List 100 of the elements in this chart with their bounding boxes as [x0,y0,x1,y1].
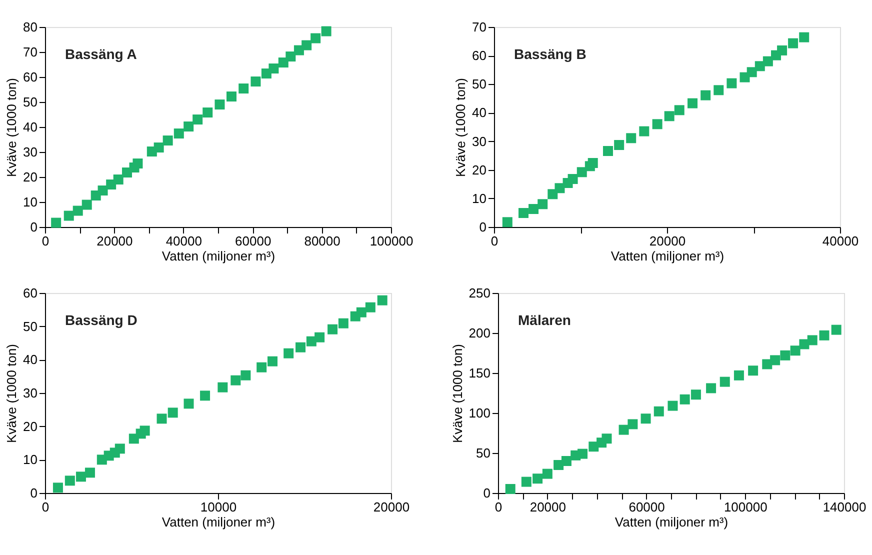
y-tick-label: 150 [468,366,490,380]
point [799,32,810,42]
y-tick-label: 50 [23,318,38,334]
y-tick-label: 50 [23,94,38,110]
x-axis-title: Vatten (miljoner m³) [610,248,724,264]
x-tick-label: 40000 [822,234,859,248]
point [706,383,716,394]
point [296,342,306,352]
x-tick-label: 100000 [370,234,414,248]
x-tick-label: 20000 [530,500,566,514]
point [84,468,95,478]
point [542,468,552,479]
y-tick-label: 80 [23,20,38,34]
point [819,330,830,340]
point [174,128,184,138]
y-tick-label: 60 [472,48,486,64]
point [576,167,587,178]
x-tick-label: 20000 [373,500,410,514]
point [64,476,75,486]
x-tick-label: 60000 [628,500,665,514]
point [156,414,167,424]
x-tick-label: 20000 [649,234,686,248]
point [154,142,164,152]
point [640,414,651,424]
point [256,362,267,372]
point [654,406,664,416]
point [532,474,543,484]
y-tick-label: 30 [23,144,38,160]
point [528,204,539,214]
y-tick-label: 10 [472,190,486,206]
x-tick-label: 40000 [166,234,202,248]
y-tick-label: 20 [23,170,38,184]
point [168,408,178,418]
point [218,382,228,392]
point [762,56,773,66]
point [618,424,629,435]
point [748,366,758,376]
point [184,122,194,132]
y-tick-label: 250 [468,286,490,300]
y-tick-label: 20 [23,418,38,434]
text: Bassäng D [65,312,138,328]
point [140,426,150,436]
point [132,158,143,168]
point [680,394,690,404]
point [365,302,376,312]
point [688,98,698,108]
y-axis-title: Kväve (1000 ton) [4,78,20,178]
point [284,348,294,358]
point [807,335,818,346]
x-tick-label: 0 [494,500,502,514]
y-tick-label: 0 [479,220,486,234]
point [302,40,312,50]
point [554,183,565,194]
x-tick-label: 80000 [304,234,340,248]
text: Mälaren [518,312,571,328]
x-tick-label: 0 [42,234,50,248]
y-tick-label: 40 [23,120,38,134]
point [82,200,92,210]
y-tick-label: 60 [23,70,38,84]
y-tick-label: 10 [23,194,38,210]
point [690,390,701,400]
y-tick-label: 0 [483,486,490,500]
point [799,339,810,350]
y-tick-label: 40 [23,352,38,368]
point [578,448,588,459]
y-tick-label: 10 [23,452,38,468]
point [668,400,678,411]
point [200,390,210,401]
point [214,100,225,110]
point [790,346,800,356]
text: Bassäng B [514,46,586,62]
point [518,208,528,218]
point [51,218,62,228]
point [202,108,213,118]
point [664,111,674,122]
point [321,26,332,36]
point [628,419,638,430]
point [267,356,278,366]
y-tick-label: 40 [472,105,486,120]
point [377,295,388,306]
point [240,370,251,380]
point [777,45,788,56]
point [356,307,366,318]
point [561,456,572,466]
point [192,114,203,124]
y-tick-label: 70 [23,44,38,60]
point [831,324,842,335]
point [734,370,744,380]
y-tick-label: 100 [468,406,490,420]
point [328,324,338,334]
point [770,355,780,366]
point [72,206,83,216]
point [505,484,516,494]
point [538,199,548,210]
y-tick-label: 50 [476,446,490,460]
x-tick-label: 20000 [96,234,133,248]
point [76,472,86,482]
point [521,476,532,487]
text: Bassäng A [65,46,137,62]
point [268,64,279,74]
